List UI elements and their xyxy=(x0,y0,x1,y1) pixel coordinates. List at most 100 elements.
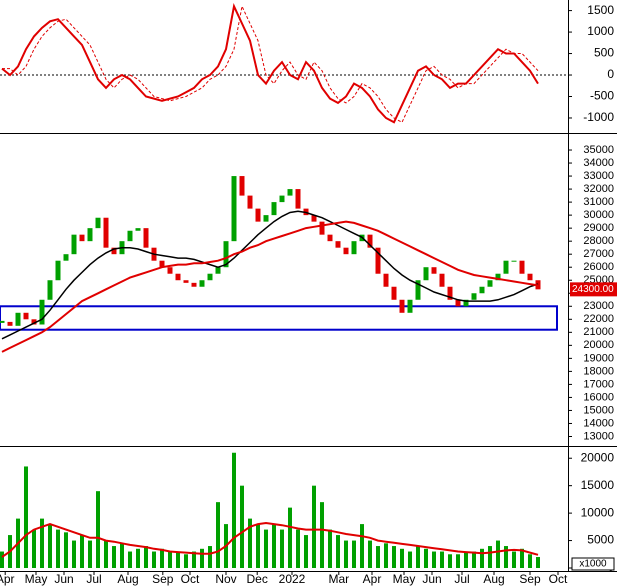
candle xyxy=(495,273,501,281)
candle xyxy=(255,208,261,222)
candle xyxy=(159,260,165,268)
candle xyxy=(191,282,197,287)
candle xyxy=(31,319,37,325)
candle xyxy=(335,241,341,248)
volume-bar xyxy=(368,540,372,568)
y-tick-label: 1000 xyxy=(587,24,614,38)
series-line xyxy=(1,220,539,353)
volume-bar xyxy=(288,507,292,568)
x-tick-label: Nov xyxy=(215,572,236,586)
candle xyxy=(367,234,373,248)
y-tick-label: 13000 xyxy=(583,430,614,442)
candle xyxy=(7,321,13,326)
volume-bar xyxy=(488,546,492,568)
candle xyxy=(383,273,389,287)
candle xyxy=(39,299,45,325)
y-tick-label: 26000 xyxy=(583,261,614,273)
x-tick-label: Oct xyxy=(181,572,200,586)
volume-bar xyxy=(392,546,396,568)
volume-bar xyxy=(464,551,468,568)
volume-bar xyxy=(32,529,36,568)
candle xyxy=(487,280,493,287)
volume-bar xyxy=(192,551,196,568)
x-tick-label: May xyxy=(393,572,416,586)
volume-bar xyxy=(128,551,132,568)
y-tick-label: 35000 xyxy=(583,144,614,156)
y-tick-label: 17000 xyxy=(583,378,614,390)
volume-bar xyxy=(504,546,508,568)
last-price-label: 24300.00 xyxy=(572,284,614,295)
volume-bar xyxy=(384,543,388,568)
candle xyxy=(239,176,245,196)
y-tick-label: 33000 xyxy=(583,170,614,182)
volume-bar xyxy=(312,485,316,568)
x-tick-label: Mar xyxy=(328,572,349,586)
y-tick-label: 20000 xyxy=(583,339,614,351)
volume-bar xyxy=(80,535,84,568)
series-line xyxy=(1,210,539,340)
candle xyxy=(511,260,517,262)
volume-bar xyxy=(152,551,156,568)
volume-bar xyxy=(136,548,140,568)
y-tick-label: 22000 xyxy=(583,313,614,325)
volume-bar xyxy=(472,551,476,568)
volume-bar xyxy=(400,548,404,568)
x-tick-label: Oct xyxy=(549,572,568,586)
candle xyxy=(351,241,357,255)
volume-bar xyxy=(120,543,124,568)
candle xyxy=(463,299,469,307)
volume-bar xyxy=(352,540,356,568)
x-tick-label: Dec xyxy=(247,572,268,586)
y-tick-label: 15000 xyxy=(583,404,614,416)
volume-bar xyxy=(168,551,172,568)
candle xyxy=(399,299,405,313)
candle xyxy=(439,273,445,287)
volume-bar xyxy=(320,502,324,568)
candle xyxy=(327,234,333,242)
y-tick-label: -1000 xyxy=(583,110,614,124)
series-line xyxy=(1,521,539,558)
x-tick-label: Sep xyxy=(519,572,541,586)
candle xyxy=(343,247,349,255)
candle xyxy=(127,230,133,242)
candle xyxy=(47,280,53,300)
candle xyxy=(375,247,381,274)
y-tick-label: 19000 xyxy=(583,352,614,364)
y-tick-label: 29000 xyxy=(583,222,614,234)
volume-bar xyxy=(184,554,188,568)
volume-bar xyxy=(0,551,4,568)
candle xyxy=(207,273,213,281)
y-tick-label: 10000 xyxy=(581,505,615,519)
volume-bar xyxy=(304,535,308,568)
volume-bar xyxy=(112,546,116,568)
y-tick-label: 20000 xyxy=(581,450,615,464)
volume-bar xyxy=(336,535,340,568)
volume-bar xyxy=(176,551,180,568)
candle xyxy=(135,228,141,231)
candle xyxy=(407,299,413,313)
candle xyxy=(0,320,5,323)
candle xyxy=(15,312,21,326)
unit-box xyxy=(571,557,615,571)
volume-bar xyxy=(280,529,284,568)
y-tick-label: 30000 xyxy=(583,209,614,221)
x-tick-label: Jun xyxy=(422,572,441,586)
volume-bar xyxy=(200,548,204,568)
volume-bar xyxy=(496,540,500,568)
candle xyxy=(287,189,293,196)
candle xyxy=(79,234,85,242)
candle xyxy=(231,176,237,242)
volume-bar xyxy=(480,548,484,568)
candle xyxy=(55,260,61,281)
volume-bar xyxy=(376,546,380,568)
volume-bar xyxy=(96,491,100,568)
y-tick-label: 16000 xyxy=(583,391,614,403)
volume-bar xyxy=(432,551,436,568)
candle xyxy=(111,247,117,255)
candle xyxy=(415,280,421,300)
volume-bar xyxy=(456,554,460,568)
volume-bar xyxy=(72,540,76,568)
candle xyxy=(423,267,429,281)
candle xyxy=(87,228,93,242)
